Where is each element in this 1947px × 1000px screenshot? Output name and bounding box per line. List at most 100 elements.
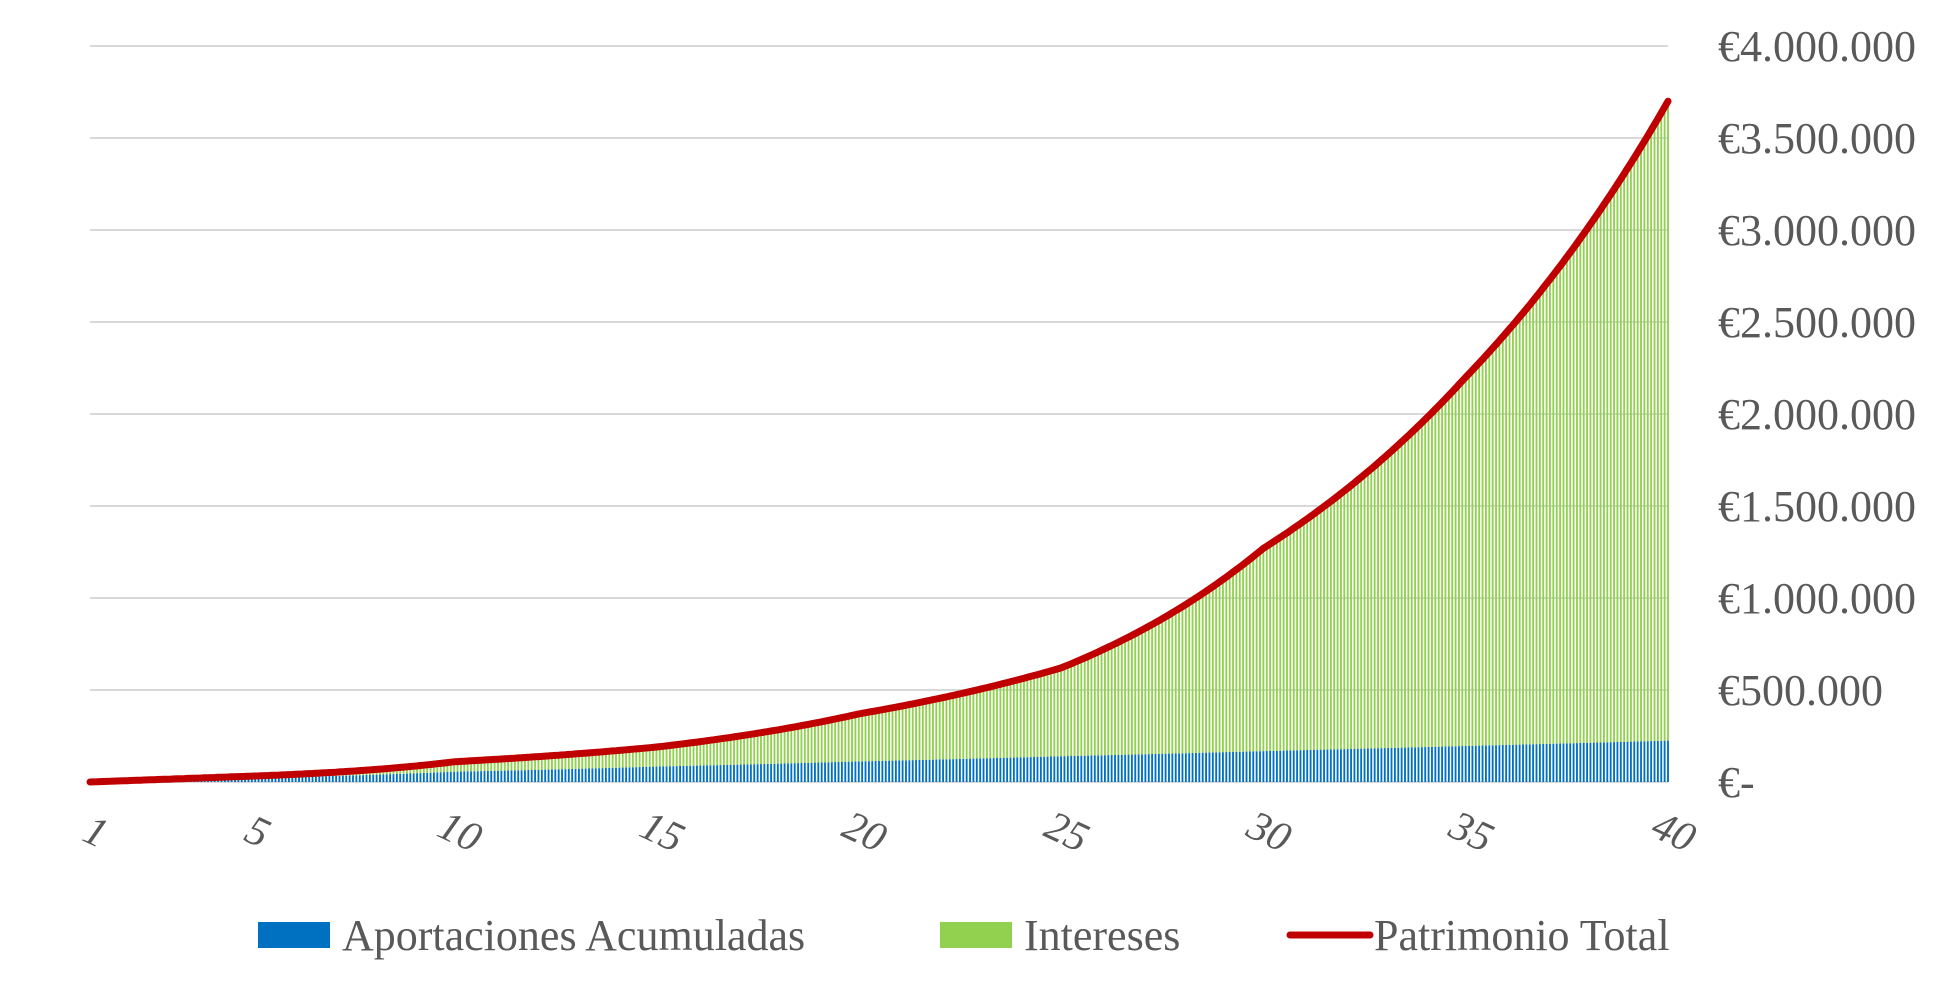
bar-intereses bbox=[655, 747, 658, 767]
bar-aportaciones bbox=[692, 765, 695, 782]
bar-intereses bbox=[1326, 503, 1329, 750]
bar-aportaciones bbox=[766, 763, 769, 782]
bar-aportaciones bbox=[308, 776, 311, 782]
bar-intereses bbox=[1309, 516, 1312, 750]
bar-intereses bbox=[1650, 130, 1653, 742]
bar-intereses bbox=[695, 742, 698, 766]
bar-aportaciones bbox=[1336, 749, 1339, 782]
bar-aportaciones bbox=[793, 763, 796, 782]
legend-label: Patrimonio Total bbox=[1374, 911, 1670, 960]
bar-intereses bbox=[1329, 501, 1332, 750]
bar-aportaciones bbox=[864, 761, 867, 782]
bar-aportaciones bbox=[935, 759, 938, 782]
bar-intereses bbox=[827, 720, 830, 763]
grid-layer bbox=[90, 45, 1668, 783]
bar-aportaciones bbox=[952, 759, 955, 782]
bar-intereses bbox=[1505, 332, 1508, 745]
bar-aportaciones bbox=[847, 761, 850, 782]
bar-intereses bbox=[476, 760, 479, 772]
bar-aportaciones bbox=[763, 763, 766, 782]
bar-intereses bbox=[1562, 261, 1565, 744]
bar-aportaciones bbox=[301, 776, 304, 782]
bar-aportaciones bbox=[497, 770, 499, 782]
bar-aportaciones bbox=[958, 758, 961, 782]
bar-aportaciones bbox=[1340, 749, 1342, 782]
bar-aportaciones bbox=[894, 760, 897, 782]
bar-intereses bbox=[1319, 508, 1322, 750]
bar-intereses bbox=[985, 687, 988, 759]
y-tick-label: €500.000 bbox=[1718, 666, 1883, 715]
bar-intereses bbox=[1370, 468, 1373, 749]
bar-aportaciones bbox=[635, 767, 638, 782]
bar-aportaciones bbox=[1178, 753, 1181, 782]
bar-intereses bbox=[756, 733, 759, 765]
bar-intereses bbox=[1215, 584, 1218, 753]
bar-intereses bbox=[662, 746, 665, 767]
bar-aportaciones bbox=[1508, 744, 1511, 782]
bar-aportaciones bbox=[1056, 756, 1059, 782]
bar-aportaciones bbox=[1164, 753, 1167, 782]
bar-aportaciones bbox=[385, 774, 388, 782]
bar-aportaciones bbox=[1555, 743, 1558, 782]
bar-intereses bbox=[665, 745, 668, 767]
bar-aportaciones bbox=[1417, 747, 1420, 782]
bar-intereses bbox=[935, 699, 938, 760]
y-tick-label: €2.500.000 bbox=[1718, 298, 1916, 347]
bar-aportaciones bbox=[1623, 741, 1626, 782]
bar-aportaciones bbox=[773, 763, 776, 782]
bar-aportaciones bbox=[1542, 743, 1545, 782]
bar-aportaciones bbox=[1360, 748, 1363, 782]
bar-aportaciones bbox=[1404, 747, 1406, 782]
bar-intereses bbox=[1626, 168, 1629, 742]
bar-intereses bbox=[1346, 488, 1349, 750]
bar-aportaciones bbox=[760, 764, 762, 782]
bar-intereses bbox=[1077, 660, 1079, 756]
bar-aportaciones bbox=[1147, 754, 1150, 782]
bar-aportaciones bbox=[1313, 749, 1315, 782]
bar-intereses bbox=[1660, 112, 1663, 741]
bar-intereses bbox=[1289, 530, 1292, 751]
bar-intereses bbox=[497, 759, 499, 771]
bar-intereses bbox=[820, 721, 823, 763]
bar-aportaciones bbox=[409, 773, 412, 782]
bar-intereses bbox=[1252, 556, 1255, 752]
bar-intereses bbox=[871, 711, 874, 762]
bar-aportaciones bbox=[1569, 743, 1572, 782]
bar-aportaciones bbox=[1653, 740, 1656, 782]
bar-aportaciones bbox=[517, 770, 520, 782]
bar-intereses bbox=[658, 746, 661, 767]
bar-intereses bbox=[1356, 480, 1359, 749]
bar-aportaciones bbox=[571, 768, 574, 782]
bar-aportaciones bbox=[534, 769, 537, 782]
bar-aportaciones bbox=[780, 763, 783, 782]
bar-aportaciones bbox=[702, 765, 705, 782]
bar-intereses bbox=[1508, 328, 1511, 745]
bar-intereses bbox=[1404, 438, 1406, 748]
bar-intereses bbox=[992, 685, 995, 759]
bar-intereses bbox=[598, 752, 601, 769]
bar-aportaciones bbox=[1157, 753, 1160, 782]
x-tick-label: 15 bbox=[633, 802, 691, 861]
bar-aportaciones bbox=[695, 765, 698, 782]
bar-intereses bbox=[797, 726, 800, 764]
bar-intereses bbox=[544, 756, 547, 770]
bar-intereses bbox=[773, 730, 776, 764]
bar-aportaciones bbox=[938, 759, 941, 782]
bar-intereses bbox=[1407, 435, 1410, 748]
bar-intereses bbox=[473, 760, 476, 772]
bar-intereses bbox=[432, 764, 435, 773]
bar-aportaciones bbox=[1596, 742, 1599, 782]
bar-intereses bbox=[1518, 317, 1521, 745]
bar-intereses bbox=[1350, 485, 1352, 749]
bar-aportaciones bbox=[1012, 757, 1015, 782]
bar-intereses bbox=[534, 756, 537, 770]
bar-intereses bbox=[588, 752, 590, 769]
bar-aportaciones bbox=[1549, 743, 1551, 782]
bar-aportaciones bbox=[817, 762, 820, 782]
bar-aportaciones bbox=[473, 771, 476, 782]
bar-intereses bbox=[490, 759, 493, 771]
bar-intereses bbox=[834, 719, 837, 763]
bar-aportaciones bbox=[1420, 747, 1423, 782]
bar-intereses bbox=[1134, 633, 1137, 755]
